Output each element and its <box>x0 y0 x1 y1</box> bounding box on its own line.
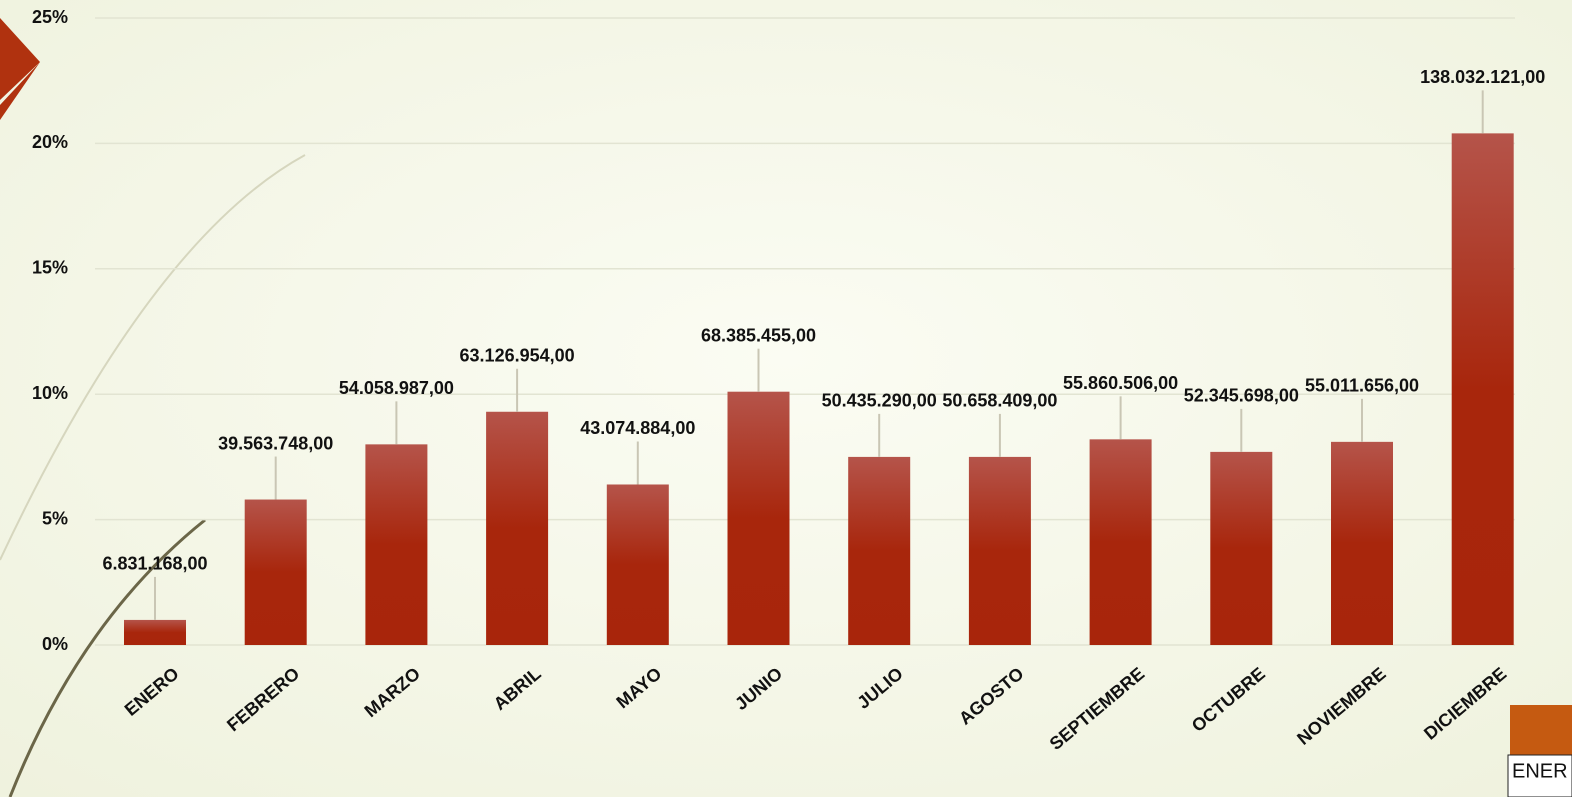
y-tick-label: 0% <box>42 634 68 654</box>
data-label: 138.032.121,00 <box>1420 67 1545 87</box>
bar <box>1210 451 1273 645</box>
decor-triangle <box>0 18 40 120</box>
bar <box>365 444 428 645</box>
bar <box>727 391 790 645</box>
data-label: 54.058.987,00 <box>339 378 454 398</box>
bar <box>1331 441 1393 645</box>
bar <box>848 456 911 645</box>
bar <box>124 619 186 645</box>
data-label: 55.011.656,00 <box>1305 376 1419 396</box>
table-fragment: ENER <box>1507 705 1572 797</box>
y-tick-label: 10% <box>32 383 68 403</box>
data-label: 43.074.884,00 <box>580 418 695 438</box>
y-tick-label: 15% <box>32 258 68 278</box>
data-label: 6.831.168,00 <box>102 554 207 574</box>
y-tick-label: 25% <box>32 7 68 27</box>
decor-curve <box>0 154 306 561</box>
bar <box>606 484 669 645</box>
y-tick-label: 5% <box>42 508 68 528</box>
decor-curve <box>8 518 206 797</box>
bar <box>244 499 307 645</box>
y-tick-label: 20% <box>32 132 68 152</box>
data-label: 50.658.409,00 <box>942 391 1057 411</box>
data-label: 68.385.455,00 <box>701 325 816 345</box>
bar <box>1451 133 1514 646</box>
data-label: 50.435.290,00 <box>822 391 937 411</box>
data-label: 39.563.748,00 <box>218 433 333 453</box>
bar <box>1089 439 1152 645</box>
bar <box>486 411 549 645</box>
table-cell: ENER <box>1512 760 1568 782</box>
bar <box>968 456 1031 645</box>
data-label: 63.126.954,00 <box>460 346 575 366</box>
data-label: 55.860.506,00 <box>1063 373 1178 393</box>
data-label: 52.345.698,00 <box>1184 386 1299 406</box>
